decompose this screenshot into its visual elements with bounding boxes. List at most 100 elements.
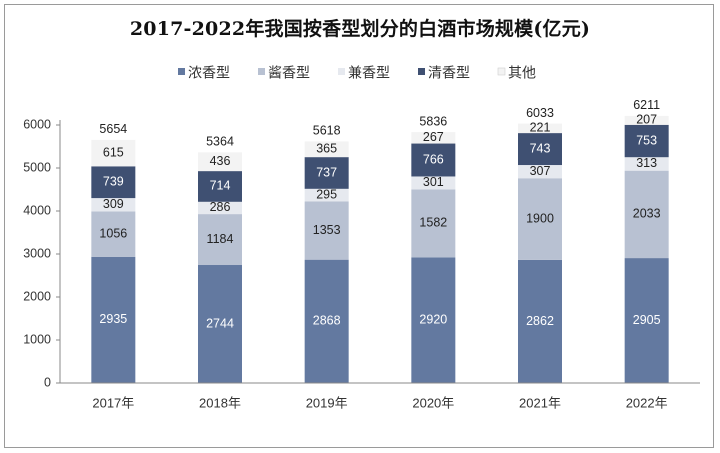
bar-value-label: 221	[530, 121, 551, 135]
y-tick-label: 3000	[23, 246, 51, 260]
bar-value-label: 436	[210, 154, 231, 168]
legend-swatch-3	[418, 68, 425, 75]
bar-total-label: 5836	[419, 114, 447, 128]
legend-label-2: 兼香型	[348, 65, 390, 81]
legend-swatch-0	[178, 68, 185, 75]
bar-total-label: 6211	[633, 98, 660, 112]
bar-value-label: 1582	[419, 216, 447, 230]
bar-segment	[624, 124, 669, 158]
bar-value-label: 739	[103, 175, 124, 189]
bar-value-label: 2920	[419, 313, 447, 327]
bar-segment	[518, 259, 562, 383]
bars: 2935 1056 309 739 615 5654 2744 1184 286 714 436 53…	[91, 98, 669, 383]
y-tick-label: 1000	[23, 332, 51, 346]
bar-segment	[624, 170, 669, 259]
bar-segment	[91, 139, 136, 167]
bar-segment	[411, 143, 456, 177]
legend-swatch-1	[258, 68, 265, 75]
bar-segment	[91, 198, 136, 212]
bar-segment	[624, 157, 669, 171]
bar-value-label: 301	[423, 175, 444, 189]
bar-value-label: 1184	[207, 232, 234, 246]
bar-stack-2: 2868 1353 295 737 365 5618	[304, 124, 349, 383]
bar-stack-3: 2920 1582 301 766 267 5836	[411, 114, 456, 383]
bar-segment	[91, 256, 136, 383]
bar-value-label: 2905	[633, 313, 661, 327]
chart-title: 2017-2022年我国按香型划分的白酒市场规模(亿元)	[129, 18, 591, 40]
bar-value-label: 714	[210, 179, 231, 193]
bar-total-label: 5654	[99, 122, 127, 136]
x-tick-label: 2017年	[92, 395, 134, 410]
bar-segment	[411, 189, 456, 258]
legend-swatch-2	[338, 68, 345, 75]
bar-value-label: 766	[423, 152, 444, 166]
bar-segment	[304, 259, 349, 383]
bar-segment	[411, 132, 456, 144]
bar-total-label: 6033	[526, 106, 554, 120]
bar-value-label: 309	[103, 197, 124, 211]
bar-segment	[518, 123, 562, 134]
legend: 浓香型 酱香型 兼香型 清香型 其他	[178, 65, 536, 81]
bar-stack-0: 2935 1056 309 739 615 5654	[91, 122, 136, 383]
bar-value-label: 615	[103, 145, 124, 159]
bar-stack-1: 2744 1184 286 714 436 5364	[198, 135, 242, 383]
y-tick-label: 5000	[23, 160, 51, 174]
bar-segment	[198, 201, 242, 215]
bar-value-label: 207	[636, 113, 657, 127]
x-tick-label: 2019年	[306, 395, 348, 410]
bar-segment	[411, 257, 456, 383]
bar-segment	[304, 201, 349, 260]
bar-value-label: 2862	[526, 314, 554, 328]
bar-segment	[624, 115, 669, 125]
y-tick-label: 0	[44, 375, 51, 389]
bar-segment	[518, 133, 562, 166]
legend-label-1: 酱香型	[268, 65, 310, 81]
bar-value-label: 313	[636, 156, 657, 170]
bar-value-label: 1900	[526, 211, 554, 225]
x-axis: 2017年 2018年 2019年 2020年 2021年 2022年	[60, 382, 700, 410]
x-tick-label: 2021年	[519, 395, 561, 410]
bar-value-label: 295	[316, 187, 337, 201]
bar-value-label: 1353	[313, 223, 341, 237]
bar-segment	[304, 188, 349, 202]
bar-value-label: 753	[636, 133, 657, 147]
bar-value-label: 2744	[206, 316, 234, 330]
bar-segment	[624, 258, 669, 383]
y-tick-label: 6000	[23, 117, 51, 131]
y-tick-label: 2000	[23, 289, 51, 303]
bar-segment	[198, 265, 242, 383]
bar-segment	[518, 178, 562, 260]
bar-segment	[304, 157, 349, 189]
bar-value-label: 1056	[99, 226, 127, 240]
x-tick-label: 2022年	[626, 395, 668, 410]
bar-value-label: 365	[316, 142, 337, 156]
bar-segment	[304, 141, 349, 158]
bar-segment	[518, 165, 562, 179]
x-tick-label: 2018年	[199, 395, 241, 410]
bar-value-label: 286	[210, 200, 231, 214]
legend-label-3: 清香型	[428, 65, 470, 81]
x-tick-label: 2020年	[412, 395, 454, 410]
legend-label-4: 其他	[508, 65, 536, 81]
legend-label-0: 浓香型	[188, 65, 230, 81]
bar-segment	[198, 214, 242, 266]
bar-value-label: 267	[423, 130, 444, 144]
bar-value-label: 737	[316, 165, 337, 179]
bar-segment	[198, 152, 242, 172]
bar-total-label: 5618	[313, 124, 341, 138]
bar-segment	[411, 176, 456, 190]
bar-total-label: 5364	[206, 135, 234, 149]
y-axis: 0 1000 2000 3000 4000 5000 6000	[23, 117, 61, 389]
bar-segment	[198, 171, 242, 202]
bar-segment	[91, 211, 136, 257]
bar-value-label: 2033	[633, 207, 661, 221]
bar-value-label: 743	[530, 141, 551, 155]
bar-value-label: 2868	[313, 314, 341, 328]
bar-value-label: 2935	[99, 312, 127, 326]
bar-value-label: 307	[530, 164, 551, 178]
y-tick-label: 4000	[23, 203, 51, 217]
bar-segment	[91, 166, 136, 199]
